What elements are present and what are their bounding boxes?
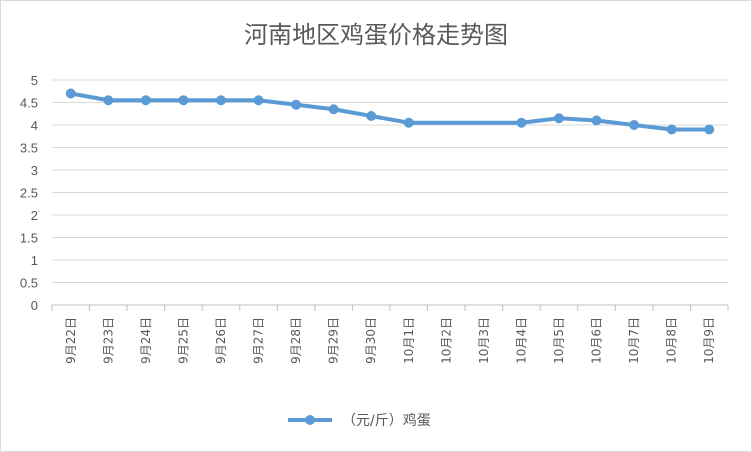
y-tick-label: 1.5 (20, 231, 38, 246)
y-tick-label: 2.5 (20, 186, 38, 201)
x-tick-label: 10月6日 (590, 317, 604, 364)
data-point (704, 124, 715, 135)
x-tick-label: 9月22日 (64, 317, 78, 364)
x-tick-label: 10月4日 (514, 317, 528, 364)
data-point (366, 111, 377, 121)
y-tick-label: 4 (31, 118, 38, 133)
x-tick-label: 9月24日 (139, 317, 153, 364)
data-point (554, 113, 564, 124)
y-tick-label: 1 (31, 253, 38, 268)
x-tick-label: 10月8日 (665, 317, 679, 364)
x-axis-ticks: 9月22日 9月23日 9月24日 9月25日 9月26日 9月27日 9月28日 9月29日… (64, 317, 716, 364)
y-tick-label: 0 (31, 298, 38, 313)
data-point (178, 95, 189, 106)
y-tick-label: 5 (31, 73, 38, 88)
x-tick-label: 10月5日 (552, 317, 566, 364)
x-axis (51, 304, 729, 311)
x-tick-label: 9月30日 (364, 317, 378, 364)
data-point (65, 88, 76, 99)
gridlines (52, 79, 728, 283)
data-point (328, 104, 339, 115)
x-tick-label: 10月1日 (402, 317, 416, 364)
x-tick-label: 9月26日 (214, 317, 228, 364)
x-tick-label: 10月3日 (477, 317, 491, 364)
data-point (591, 115, 602, 126)
series-group (65, 88, 715, 135)
data-point (291, 99, 302, 110)
x-tick-label: 9月28日 (289, 317, 303, 364)
y-tick-label: 3.5 (20, 141, 38, 156)
chart-title: 河南地区鸡蛋价格走势图 (244, 21, 508, 49)
y-tick-label: 0.5 (20, 276, 38, 291)
x-tick-label: 10月7日 (627, 317, 641, 364)
x-tick-label: 9月25日 (176, 317, 190, 364)
x-tick-label: 9月29日 (327, 317, 341, 364)
data-point (516, 117, 527, 128)
y-tick-label: 4.5 (20, 96, 38, 111)
data-point (216, 95, 226, 106)
legend-label: （元/斤）鸡蛋 (342, 412, 431, 429)
series-line (68, 91, 712, 132)
data-point (629, 120, 640, 130)
y-axis-ticks: 0 0.5 1 1.5 2 2.5 3 3.5 4 4.5 5 (20, 73, 38, 313)
legend-marker (305, 415, 315, 425)
data-point (403, 117, 414, 128)
x-tick-label: 9月27日 (252, 317, 266, 364)
legend: （元/斤）鸡蛋 (288, 412, 431, 429)
data-point (666, 124, 677, 135)
x-tick-label: 10月9日 (702, 317, 716, 364)
data-point (103, 95, 114, 106)
x-tick-label: 9月23日 (101, 317, 115, 364)
y-tick-label: 2 (31, 208, 38, 223)
data-point (253, 95, 264, 106)
y-tick-label: 3 (31, 163, 38, 178)
x-tick-label: 10月2日 (439, 317, 453, 364)
data-point (140, 95, 151, 106)
